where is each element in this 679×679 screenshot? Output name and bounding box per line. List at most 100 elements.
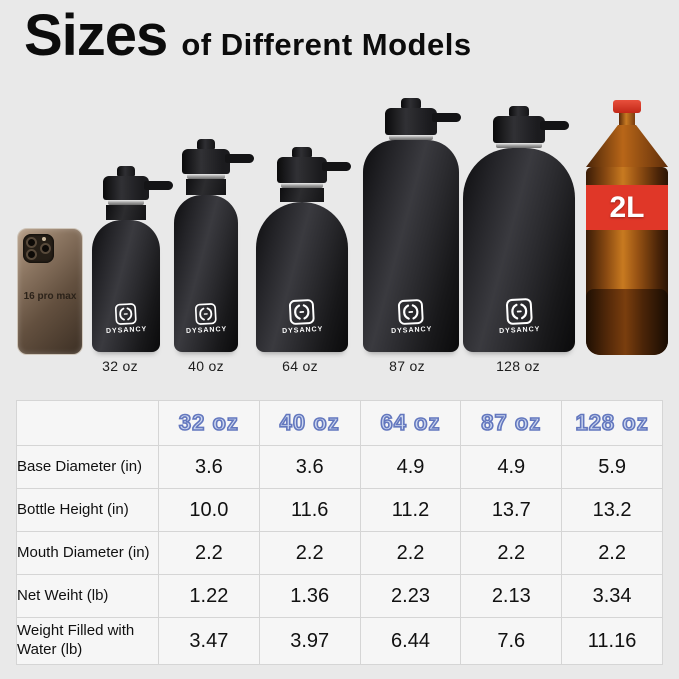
- bottle-body: DYSANCY: [256, 202, 348, 352]
- cell-value: 10.0: [158, 488, 260, 532]
- camera-flash-icon: [42, 237, 46, 241]
- bottle-body: DYSANCY: [363, 140, 459, 352]
- brand-name: DYSANCY: [185, 325, 228, 336]
- brand-logo-icon: DYSANCY: [362, 297, 460, 337]
- cell-value: 5.9: [561, 445, 663, 489]
- brand-name: DYSANCY: [390, 325, 433, 336]
- bottle-spout: [509, 106, 529, 116]
- bottle-spout: [292, 147, 312, 157]
- row-label: Bottle Height (in): [16, 488, 159, 532]
- cell-value: 1.36: [258, 574, 361, 618]
- cell-value: 11.16: [561, 617, 663, 665]
- cola-shoulder: [586, 125, 668, 167]
- bottle-neck: [186, 179, 226, 195]
- cell-value: 3.6: [258, 445, 361, 489]
- bottle-128oz: DYSANCY: [463, 106, 575, 352]
- cell-value: 11.6: [258, 488, 361, 532]
- bottle-cap: [277, 157, 351, 183]
- bottle-cap: [493, 116, 569, 143]
- brand-name: DYSANCY: [498, 325, 541, 336]
- brand-name: DYSANCY: [281, 325, 324, 336]
- brand-logo-icon: DYSANCY: [173, 301, 239, 335]
- table-row: Mouth Diameter (in) 2.2 2.2 2.2 2.2 2.2: [16, 531, 663, 575]
- size-caption-87oz: 87 oz: [389, 358, 425, 374]
- cell-value: 2.2: [158, 531, 260, 575]
- column-header-128oz: 128 oz: [561, 400, 663, 446]
- bottle-spout: [401, 98, 421, 108]
- table-row: Base Diameter (in) 3.6 3.6 4.9 4.9 5.9: [16, 445, 663, 489]
- cell-value: 2.23: [359, 574, 462, 618]
- column-header-64oz: 64 oz: [359, 400, 462, 446]
- table-header-row: 32 oz 40 oz 64 oz 87 oz 128 oz: [16, 400, 663, 446]
- bottle-neck-ring: [389, 135, 433, 140]
- bottle-cap: [103, 176, 173, 200]
- brand-mark-icon: [114, 303, 137, 325]
- page-title: Sizes of Different Models: [24, 2, 472, 69]
- bottle-body: DYSANCY: [92, 220, 160, 352]
- cola-bottle-2l: 2L: [586, 100, 668, 355]
- cell-value: 6.44: [359, 617, 462, 665]
- bottle-neck-ring: [187, 174, 225, 179]
- bottle-neck-ring: [496, 143, 542, 148]
- brand-logo-icon: DYSANCY: [91, 301, 161, 336]
- camera-lens-icon: [26, 237, 37, 248]
- phone-16-pro-max: 16 pro max: [17, 228, 83, 355]
- camera-lens-icon: [26, 249, 37, 260]
- brand-mark-icon: [397, 299, 424, 325]
- phone-camera-icon: [23, 234, 54, 263]
- title-emphasis: Sizes: [24, 3, 168, 68]
- row-label: Net Weiht (lb): [16, 574, 159, 618]
- cola-label: 2L: [586, 185, 668, 230]
- title-rest: of Different Models: [181, 27, 472, 62]
- table-row: Weight Filled with Water (lb) 3.47 3.97 …: [16, 617, 663, 665]
- brand-mark-icon: [194, 303, 217, 325]
- bottle-body: DYSANCY: [463, 148, 575, 352]
- corner-cell: [16, 400, 159, 446]
- cell-value: 2.2: [359, 531, 462, 575]
- size-caption-64oz: 64 oz: [282, 358, 318, 374]
- bottle-87oz: DYSANCY: [363, 98, 461, 352]
- cola-cap: [613, 100, 641, 113]
- column-header-40oz: 40 oz: [258, 400, 361, 446]
- bottle-40oz: DYSANCY: [174, 139, 254, 352]
- camera-lens-icon: [40, 243, 51, 254]
- bottle-32oz: DYSANCY: [92, 166, 173, 352]
- brand-mark-icon: [505, 298, 533, 325]
- cola-body: 2L: [586, 167, 668, 355]
- column-header-87oz: 87 oz: [460, 400, 563, 446]
- cell-value: 3.6: [158, 445, 260, 489]
- brand-logo-icon: DYSANCY: [255, 297, 349, 337]
- cell-value: 3.34: [561, 574, 663, 618]
- brand-logo-icon: DYSANCY: [462, 295, 576, 337]
- row-label: Base Diameter (in): [16, 445, 159, 489]
- cell-value: 7.6: [460, 617, 563, 665]
- bottle-neck-ring: [281, 183, 323, 188]
- cell-value: 13.7: [460, 488, 563, 532]
- cell-value: 4.9: [460, 445, 563, 489]
- bottle-neck-ring: [108, 200, 144, 205]
- cell-value: 2.2: [460, 531, 563, 575]
- bottle-spout: [117, 166, 135, 176]
- brand-mark-icon: [288, 299, 315, 325]
- size-caption-128oz: 128 oz: [496, 358, 540, 374]
- bottle-cap: [182, 149, 254, 174]
- bottle-body: DYSANCY: [174, 195, 238, 352]
- bottle-spout: [197, 139, 215, 149]
- cell-value: 2.2: [258, 531, 361, 575]
- phone-label: 16 pro max: [23, 291, 77, 302]
- cell-value: 3.97: [258, 617, 361, 665]
- cola-neck: [619, 113, 635, 125]
- bottle-neck: [280, 188, 324, 202]
- row-label: Mouth Diameter (in): [16, 531, 159, 575]
- size-comparison-table: 32 oz 40 oz 64 oz 87 oz 128 oz Base Diam…: [16, 400, 663, 665]
- table-row: Bottle Height (in) 10.0 11.6 11.2 13.7 1…: [16, 488, 663, 532]
- cell-value: 3.47: [158, 617, 260, 665]
- cell-value: 2.2: [561, 531, 663, 575]
- bottle-64oz: DYSANCY: [256, 147, 351, 352]
- size-caption-32oz: 32 oz: [102, 358, 138, 374]
- bottle-cap: [385, 108, 461, 135]
- cell-value: 2.13: [460, 574, 563, 618]
- size-caption-40oz: 40 oz: [188, 358, 224, 374]
